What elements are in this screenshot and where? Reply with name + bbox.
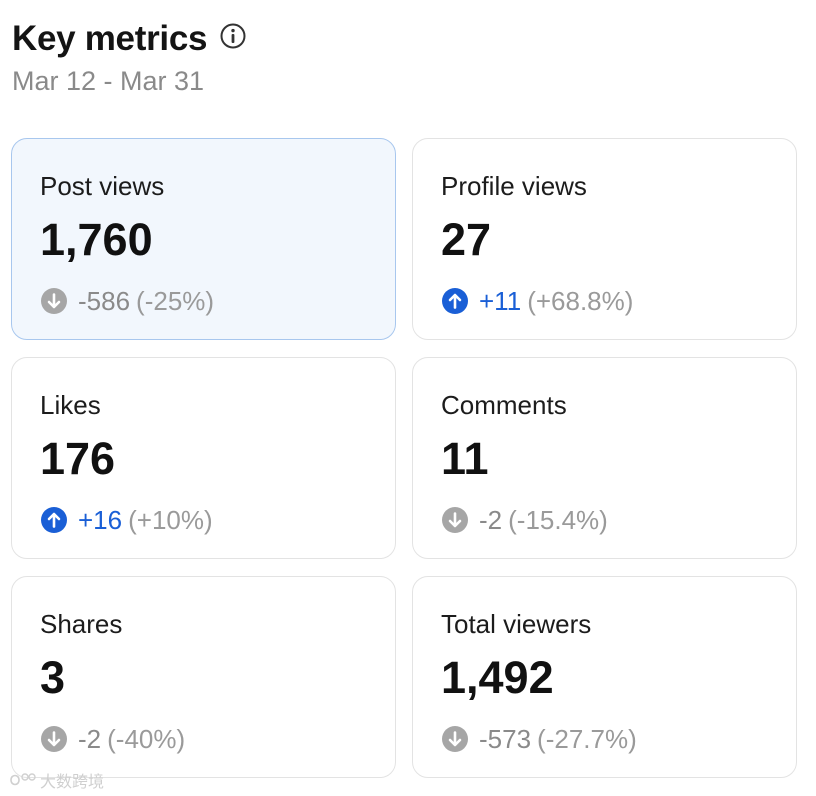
metric-change: -586 (-25%) (40, 284, 395, 318)
metric-label: Comments (441, 390, 567, 420)
metric-card-shares[interactable]: Shares 3 -2 (-40%) (11, 576, 396, 778)
arrow-down-circle-icon (441, 725, 469, 753)
metric-percent: (-40%) (107, 723, 186, 754)
metric-percent: (+68.8%) (527, 285, 634, 316)
arrow-down-circle-icon (40, 725, 68, 753)
metric-change: +11 (+68.8%) (441, 284, 796, 318)
metric-label: Shares (40, 609, 123, 639)
metric-card-post-views[interactable]: Post views 1,760 -586 (-25%) (11, 138, 396, 340)
metric-delta: -573 (479, 723, 532, 754)
metric-value: 27 (441, 214, 492, 265)
metric-value: 11 (441, 433, 489, 484)
metric-delta: +16 (78, 504, 123, 535)
metric-card-profile-views[interactable]: Profile views 27 +11 (+68.8%) (412, 138, 797, 340)
metric-value: 1,760 (40, 214, 153, 265)
arrow-up-circle-icon (40, 506, 68, 534)
metric-percent: (-15.4%) (508, 504, 608, 535)
metric-value: 176 (40, 433, 116, 484)
arrow-down-circle-icon (40, 287, 68, 315)
metrics-grid: Post views 1,760 -586 (-25%) Profile vie… (11, 138, 797, 778)
metric-delta: -2 (78, 723, 102, 754)
info-circle-icon[interactable] (219, 22, 247, 50)
arrow-down-circle-icon (441, 506, 469, 534)
key-metrics-header: Key metrics Mar 12 - Mar 31 (12, 18, 247, 97)
metric-percent: (+10%) (128, 504, 213, 535)
watermark-logo-icon (8, 771, 36, 789)
watermark-text: 大数跨境 (40, 774, 105, 791)
metric-card-comments[interactable]: Comments 11 -2 (-15.4%) (412, 357, 797, 559)
page-title: Key metrics (12, 19, 208, 58)
metric-label: Profile views (441, 171, 587, 201)
metric-delta: -586 (78, 285, 131, 316)
metric-percent: (-25%) (136, 285, 215, 316)
metric-change: -573 (-27.7%) (441, 722, 796, 756)
metric-label: Likes (40, 390, 101, 420)
watermark: 大数跨境 (8, 768, 104, 792)
arrow-up-circle-icon (441, 287, 469, 315)
metric-percent: (-27.7%) (537, 723, 637, 754)
metric-change: -2 (-40%) (40, 722, 395, 756)
metric-card-likes[interactable]: Likes 176 +16 (+10%) (11, 357, 396, 559)
metric-delta: -2 (479, 504, 503, 535)
metric-card-total-viewers[interactable]: Total viewers 1,492 -573 (-27.7%) (412, 576, 797, 778)
metric-label: Post views (40, 171, 165, 201)
metric-value: 1,492 (441, 652, 554, 703)
metric-change: -2 (-15.4%) (441, 503, 796, 537)
metric-label: Total viewers (441, 609, 592, 639)
metric-change: +16 (+10%) (40, 503, 395, 537)
metric-value: 3 (40, 652, 66, 703)
metric-delta: +11 (479, 285, 522, 316)
title-row: Key metrics (12, 18, 247, 60)
date-range: Mar 12 - Mar 31 (12, 66, 205, 96)
